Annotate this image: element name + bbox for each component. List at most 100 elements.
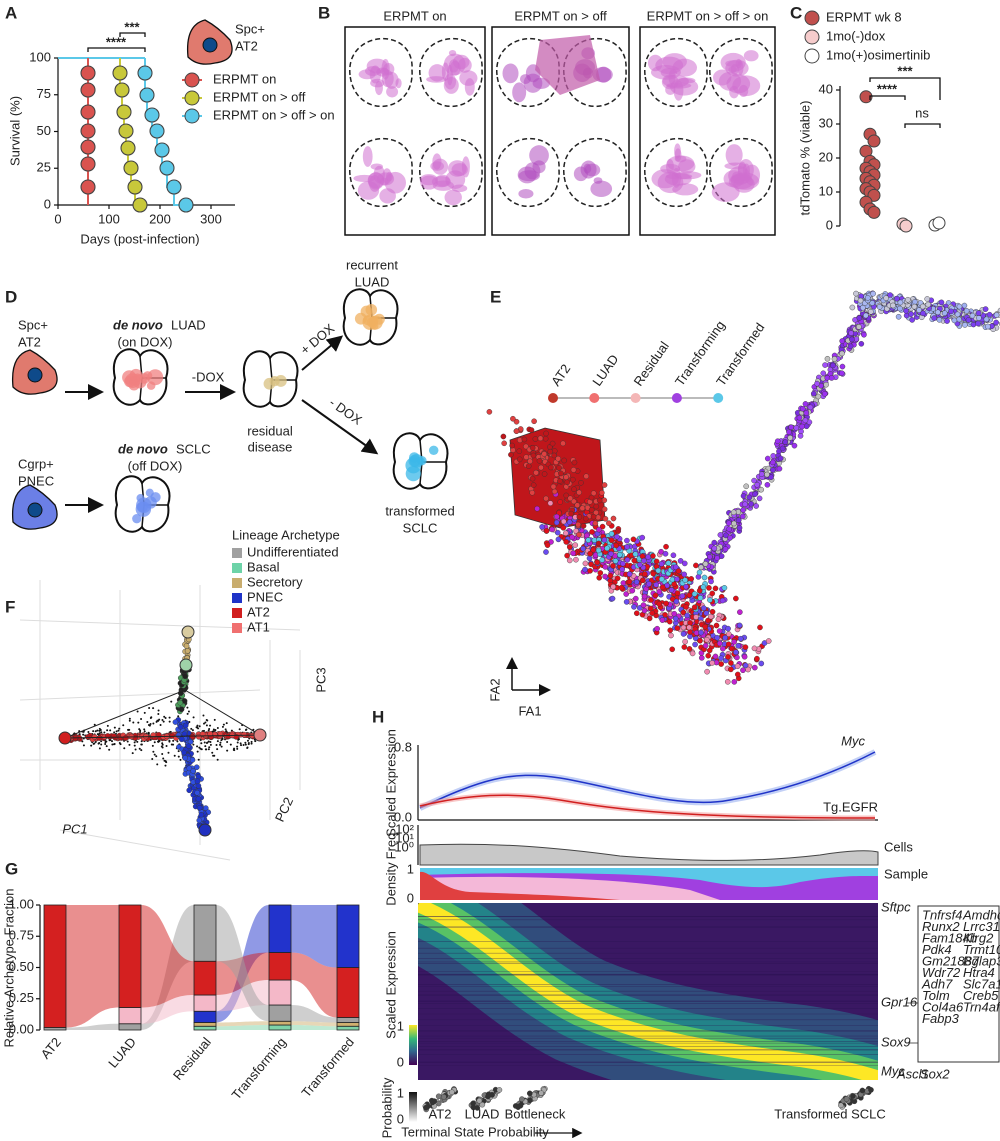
dot [903, 308, 909, 314]
tissue-blob [432, 153, 442, 170]
dot [599, 557, 605, 563]
dot [656, 589, 663, 595]
dot [185, 743, 192, 749]
dot [700, 584, 707, 590]
dot [796, 414, 803, 421]
dot [236, 747, 239, 750]
shape [87, 47, 146, 52]
box-genes-2: Trmt10a [963, 942, 1000, 957]
dot [205, 748, 208, 751]
tissue-blob [381, 58, 390, 80]
dot [97, 742, 100, 745]
dot [754, 482, 760, 488]
dot [143, 730, 146, 733]
dot [529, 444, 536, 451]
dot [186, 712, 189, 715]
dot [519, 1096, 525, 1102]
letter: C [790, 3, 802, 22]
dot [718, 655, 724, 661]
dot [183, 643, 190, 649]
dot [711, 539, 718, 546]
dot [696, 569, 703, 576]
states: Transformed SCLC [774, 1106, 886, 1121]
dot [532, 436, 539, 442]
dot [516, 448, 523, 454]
dot [549, 526, 555, 533]
dot [774, 438, 781, 444]
legend: AT2 [247, 604, 270, 619]
dot [149, 123, 165, 139]
legend: Undifferentiated [247, 544, 339, 559]
dot [623, 599, 630, 605]
dot [196, 724, 199, 727]
spc: Spc+ [18, 317, 48, 332]
dot [212, 754, 215, 757]
dot [604, 545, 610, 552]
shape [496, 137, 560, 208]
dot [204, 745, 207, 748]
dot [672, 564, 679, 570]
dot [198, 823, 212, 837]
dot [531, 418, 537, 425]
dot [195, 773, 202, 780]
dot [182, 755, 188, 761]
dot [547, 448, 554, 455]
letter: F [5, 597, 15, 616]
dot [245, 728, 248, 731]
dot [90, 744, 93, 747]
dot [214, 729, 217, 732]
dot [701, 574, 708, 581]
dot [560, 525, 567, 531]
box-genes-2: Slc7a11 [963, 976, 1000, 991]
dot [735, 642, 742, 649]
dot [196, 804, 203, 811]
dot [181, 731, 188, 737]
tissue-blob [520, 74, 531, 85]
legend: ERPMT on > off > on [213, 107, 335, 122]
dot [136, 740, 139, 743]
dot [177, 750, 180, 753]
dot [674, 590, 681, 596]
dot [696, 587, 703, 594]
dot [156, 763, 159, 766]
dot [857, 297, 864, 304]
dot [641, 571, 648, 577]
dot [510, 415, 516, 422]
dot [152, 750, 155, 753]
stack-segment [193, 1010, 217, 1023]
dot [238, 728, 241, 731]
stack-segment [268, 1024, 292, 1031]
box-genes-2: Bglap3 [963, 953, 1000, 968]
dot [595, 540, 602, 547]
dot [686, 624, 692, 631]
dot [698, 655, 705, 661]
dot [777, 455, 784, 462]
dot [702, 561, 709, 567]
curve-genes: Myc [841, 733, 865, 748]
titles: ERPMT on [383, 8, 446, 23]
dot [476, 1097, 483, 1104]
dot [134, 748, 137, 751]
dot [858, 340, 865, 347]
dot [209, 741, 212, 744]
expr-ticks: 0.0 [394, 809, 412, 824]
dot [27, 367, 43, 383]
stack-segment [193, 904, 217, 962]
dot [479, 1101, 486, 1108]
dot [779, 445, 786, 452]
tissue-blob [593, 177, 603, 184]
dot [601, 506, 608, 513]
tissue-blob [395, 78, 402, 89]
dot [58, 731, 72, 745]
expr-label: Scaled Expression [383, 729, 398, 837]
dot [253, 728, 267, 742]
dot [123, 160, 139, 176]
dot [589, 393, 600, 403]
dot [632, 595, 639, 602]
dot [702, 642, 709, 649]
dot [679, 593, 686, 599]
dot [731, 520, 737, 527]
dot [179, 658, 193, 672]
dot [530, 452, 537, 459]
dot [560, 518, 567, 525]
